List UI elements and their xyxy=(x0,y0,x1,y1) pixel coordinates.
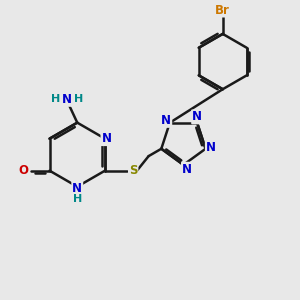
Text: H: H xyxy=(74,94,83,104)
Text: H: H xyxy=(73,194,82,204)
Text: N: N xyxy=(192,110,202,123)
Text: H: H xyxy=(51,94,61,104)
Text: N: N xyxy=(161,114,171,127)
Text: N: N xyxy=(62,93,72,106)
Text: S: S xyxy=(129,164,137,177)
Text: N: N xyxy=(101,132,111,145)
Text: N: N xyxy=(182,163,192,176)
Text: O: O xyxy=(18,164,28,177)
Text: Br: Br xyxy=(215,4,230,16)
Text: N: N xyxy=(72,182,82,195)
Text: N: N xyxy=(206,141,216,154)
